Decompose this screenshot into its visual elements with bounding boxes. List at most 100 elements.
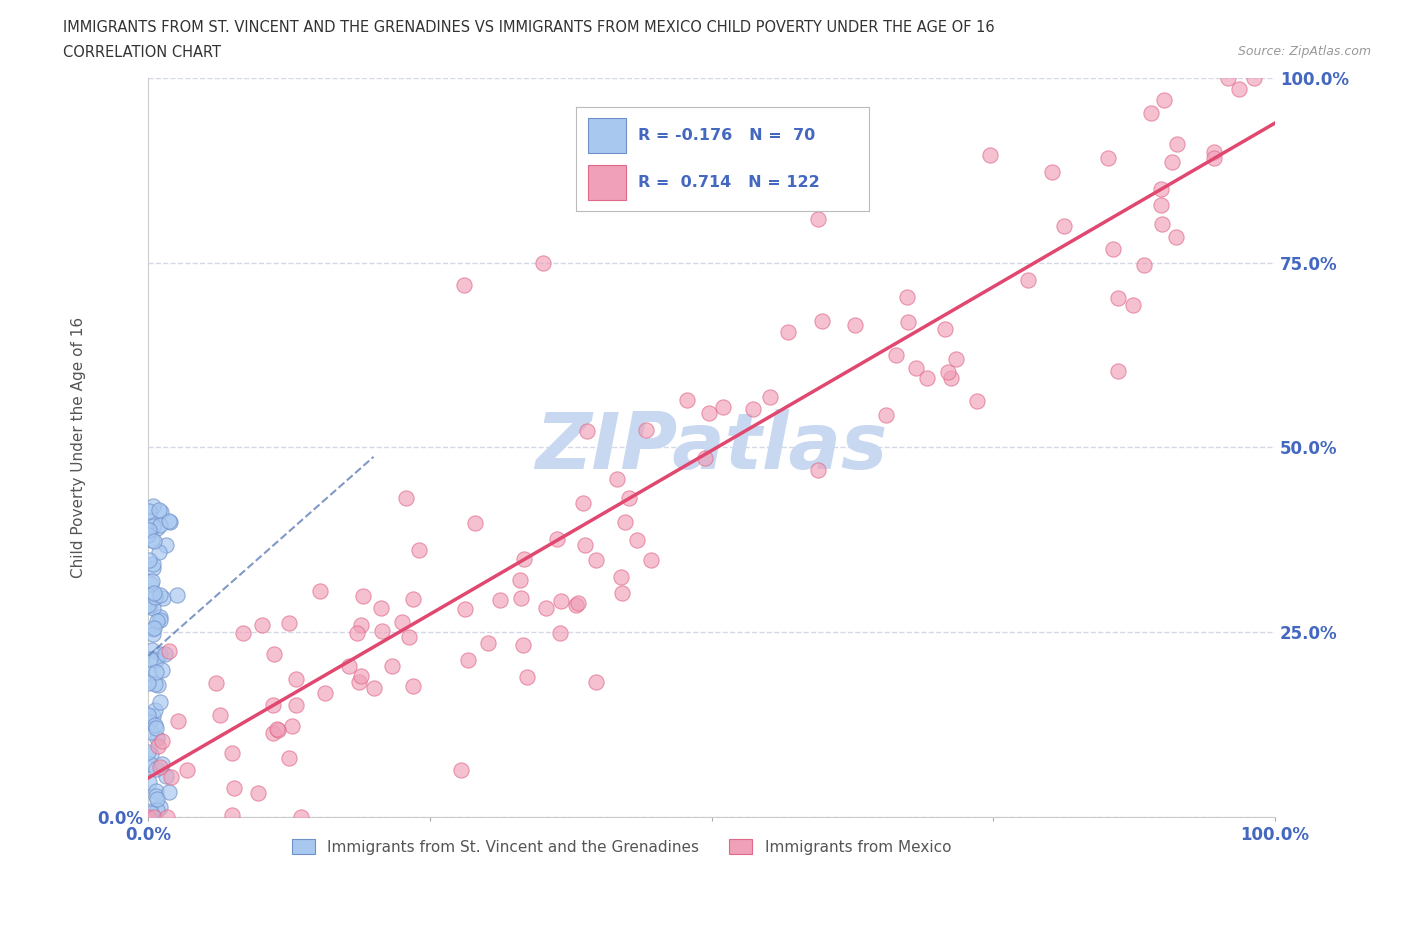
Point <box>157 644 180 659</box>
Point <box>138 503 160 518</box>
Point <box>209 708 232 723</box>
Point <box>139 598 162 613</box>
Point <box>697 406 720 421</box>
Point <box>939 371 962 386</box>
Point <box>284 698 307 712</box>
Point <box>146 677 169 692</box>
Point <box>149 613 172 628</box>
Point <box>759 390 782 405</box>
Point <box>145 721 167 736</box>
Point <box>153 647 176 662</box>
Point <box>1107 364 1129 379</box>
Point <box>277 616 299 631</box>
Point <box>139 514 162 529</box>
Point <box>966 393 988 408</box>
Point <box>231 625 253 640</box>
Point <box>370 600 392 615</box>
Point <box>149 588 172 603</box>
Point <box>513 551 536 566</box>
Text: Source: ZipAtlas.com: Source: ZipAtlas.com <box>1237 45 1371 58</box>
Point <box>142 557 165 572</box>
Point <box>152 591 174 605</box>
Point <box>145 664 167 679</box>
Point <box>143 534 166 549</box>
Point <box>640 552 662 567</box>
Point <box>695 451 717 466</box>
Point <box>884 348 907 363</box>
Point <box>546 531 568 546</box>
Point <box>401 591 423 606</box>
Point <box>1053 219 1076 233</box>
Point <box>141 532 163 547</box>
Point <box>141 621 163 636</box>
Point <box>905 361 928 376</box>
Point <box>146 520 169 535</box>
Point <box>915 371 938 386</box>
Point <box>160 769 183 784</box>
Point <box>155 538 177 552</box>
Point <box>531 255 554 270</box>
Point <box>711 400 734 415</box>
Text: CORRELATION CHART: CORRELATION CHART <box>63 45 221 60</box>
Point <box>742 401 765 416</box>
Point <box>149 695 172 710</box>
Point <box>1153 92 1175 107</box>
Point <box>1122 298 1144 312</box>
Point <box>347 674 370 689</box>
Point <box>1150 197 1173 212</box>
Point <box>675 392 697 407</box>
Point <box>156 809 179 824</box>
Point <box>610 585 633 600</box>
Point <box>394 490 416 505</box>
Point <box>221 807 243 822</box>
Point <box>509 591 531 605</box>
Point <box>246 786 269 801</box>
Point <box>1097 151 1119 166</box>
Point <box>1218 71 1240 86</box>
Point <box>138 775 160 790</box>
Point <box>159 515 181 530</box>
Point <box>139 577 162 591</box>
Point <box>141 805 163 820</box>
Point <box>143 621 166 636</box>
Point <box>150 734 173 749</box>
Point <box>477 635 499 650</box>
Point <box>250 618 273 632</box>
Point <box>844 318 866 333</box>
Point <box>979 147 1001 162</box>
Point <box>1164 230 1187 245</box>
Point <box>139 804 162 818</box>
Y-axis label: Child Poverty Under the Age of 16: Child Poverty Under the Age of 16 <box>72 317 86 578</box>
Point <box>564 597 586 612</box>
Point <box>550 593 572 608</box>
Text: ZIPatlas: ZIPatlas <box>536 409 887 485</box>
Point <box>1166 137 1188 152</box>
Point <box>149 759 172 774</box>
Point <box>516 670 538 684</box>
Point <box>142 518 165 533</box>
Point <box>370 623 392 638</box>
Point <box>350 669 373 684</box>
Point <box>363 681 385 696</box>
Point <box>136 809 159 824</box>
Point <box>610 196 633 211</box>
Point <box>807 212 830 227</box>
Point <box>626 533 648 548</box>
Point <box>567 596 589 611</box>
Point <box>136 675 159 690</box>
Point <box>221 746 243 761</box>
Point <box>1150 181 1173 196</box>
Point <box>146 614 169 629</box>
Point <box>263 646 285 661</box>
Point <box>617 490 640 505</box>
Point <box>141 724 163 739</box>
Point <box>138 523 160 538</box>
Point <box>391 615 413 630</box>
Point <box>1040 165 1063 179</box>
Point <box>145 789 167 804</box>
Point <box>143 586 166 601</box>
Point <box>155 769 177 784</box>
Point <box>936 365 959 379</box>
Point <box>1140 106 1163 121</box>
Point <box>1101 242 1123 257</box>
